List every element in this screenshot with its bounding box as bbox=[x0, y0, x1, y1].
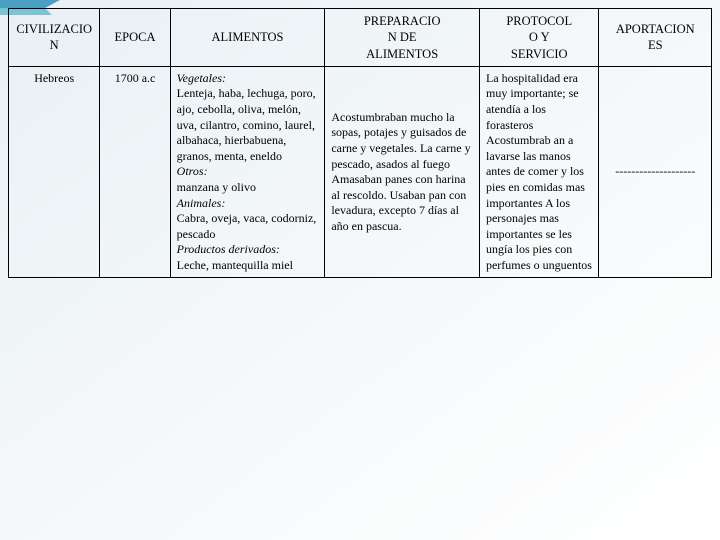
text-otros: manzana y olivo bbox=[177, 180, 256, 194]
label-animales: Animales: bbox=[177, 196, 226, 210]
cell-aportaciones: -------------------- bbox=[599, 66, 712, 278]
header-civilizacion: CIVILIZACIO N bbox=[9, 9, 100, 67]
table-header-row: CIVILIZACIO N EPOCA ALIMENTOS PREPARACIO… bbox=[9, 9, 712, 67]
label-productos: Productos derivados: bbox=[177, 242, 280, 256]
label-vegetales: Vegetales: bbox=[177, 71, 226, 85]
header-protocolo: PROTOCOL O Y SERVICIO bbox=[479, 9, 599, 67]
label-otros: Otros: bbox=[177, 164, 208, 178]
header-epoca: EPOCA bbox=[100, 9, 170, 67]
text-animales: Cabra, oveja, vaca, codorniz, pescado bbox=[177, 211, 317, 241]
header-alimentos: ALIMENTOS bbox=[170, 9, 325, 67]
text-vegetales: Lenteja, haba, lechuga, poro, ajo, cebol… bbox=[177, 86, 316, 162]
cell-alimentos: Vegetales: Lenteja, haba, lechuga, poro,… bbox=[170, 66, 325, 278]
cell-civilizacion: Hebreos bbox=[9, 66, 100, 278]
table-row: Hebreos 1700 a.c Vegetales: Lenteja, hab… bbox=[9, 66, 712, 278]
cell-preparacion: Acostumbraban mucho la sopas, potajes y … bbox=[325, 66, 480, 278]
header-aportaciones: APORTACION ES bbox=[599, 9, 712, 67]
cell-protocolo: La hospitalidad era muy importante; se a… bbox=[479, 66, 599, 278]
text-productos: Leche, mantequilla miel bbox=[177, 258, 293, 272]
civilizations-table: CIVILIZACIO N EPOCA ALIMENTOS PREPARACIO… bbox=[8, 8, 712, 278]
header-preparacion: PREPARACIO N DE ALIMENTOS bbox=[325, 9, 480, 67]
cell-epoca: 1700 a.c bbox=[100, 66, 170, 278]
